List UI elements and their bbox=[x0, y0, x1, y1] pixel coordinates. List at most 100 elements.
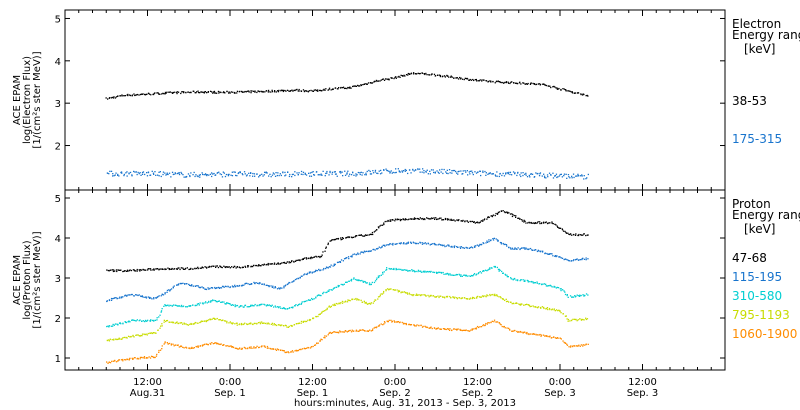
data-point bbox=[131, 94, 134, 96]
data-point bbox=[124, 294, 126, 296]
data-point bbox=[217, 90, 220, 93]
data-point bbox=[182, 323, 184, 325]
data-point bbox=[473, 221, 475, 223]
data-point bbox=[438, 243, 440, 245]
data-point bbox=[430, 326, 432, 328]
data-point bbox=[373, 248, 375, 251]
data-point bbox=[438, 218, 440, 220]
data-point bbox=[232, 91, 234, 93]
data-point bbox=[234, 171, 236, 173]
data-point bbox=[323, 291, 325, 293]
data-point bbox=[375, 80, 377, 83]
data-point bbox=[305, 174, 308, 176]
data-point bbox=[532, 82, 534, 85]
data-point bbox=[236, 266, 238, 268]
data-point bbox=[407, 270, 409, 272]
data-point bbox=[134, 357, 136, 359]
data-point bbox=[422, 271, 424, 273]
data-point bbox=[218, 92, 220, 94]
data-point bbox=[310, 271, 312, 273]
data-point bbox=[503, 82, 505, 84]
data-point bbox=[368, 283, 371, 286]
data-point bbox=[302, 173, 304, 176]
data-point bbox=[194, 285, 197, 287]
data-point bbox=[118, 337, 120, 339]
data-point bbox=[261, 264, 263, 266]
data-point bbox=[377, 226, 380, 228]
data-point bbox=[216, 343, 218, 345]
data-point bbox=[235, 305, 237, 307]
data-point bbox=[304, 173, 306, 175]
data-point bbox=[426, 270, 428, 273]
data-point bbox=[411, 218, 413, 220]
data-point bbox=[564, 291, 566, 293]
data-point bbox=[302, 171, 305, 173]
data-point bbox=[440, 295, 442, 297]
data-point bbox=[585, 257, 587, 259]
data-point bbox=[284, 308, 286, 310]
data-point bbox=[527, 280, 529, 282]
data-point bbox=[545, 285, 547, 287]
data-point bbox=[318, 174, 320, 176]
data-point bbox=[371, 82, 373, 84]
data-point bbox=[486, 241, 489, 243]
data-point bbox=[451, 329, 453, 332]
data-point bbox=[508, 171, 510, 174]
data-point bbox=[111, 360, 113, 362]
data-point bbox=[552, 255, 554, 257]
legend-entry: 1060-1900 bbox=[732, 327, 797, 341]
data-point bbox=[420, 324, 422, 326]
data-point bbox=[360, 84, 362, 86]
data-point bbox=[430, 218, 432, 220]
data-point bbox=[144, 93, 146, 96]
data-point bbox=[181, 322, 183, 324]
data-point bbox=[458, 274, 461, 276]
data-point bbox=[517, 279, 519, 281]
data-point bbox=[318, 268, 320, 271]
data-point bbox=[131, 174, 133, 176]
data-point bbox=[466, 275, 468, 277]
data-point bbox=[411, 294, 413, 296]
data-point bbox=[177, 267, 179, 269]
data-point bbox=[371, 231, 374, 234]
data-point bbox=[300, 303, 302, 305]
data-point bbox=[352, 298, 354, 300]
data-point bbox=[347, 86, 349, 89]
data-point bbox=[566, 343, 568, 345]
data-point bbox=[298, 303, 301, 305]
data-point bbox=[127, 335, 130, 337]
data-point bbox=[469, 173, 471, 175]
data-point bbox=[327, 243, 329, 246]
data-point bbox=[444, 76, 446, 78]
data-point bbox=[556, 286, 558, 289]
data-point bbox=[226, 302, 228, 304]
data-point bbox=[457, 78, 460, 80]
data-point bbox=[478, 222, 481, 224]
data-point bbox=[418, 73, 420, 75]
data-point bbox=[519, 280, 521, 282]
data-point bbox=[230, 91, 232, 93]
data-point bbox=[503, 243, 505, 246]
data-point bbox=[546, 252, 548, 255]
data-point bbox=[343, 87, 346, 90]
data-point bbox=[545, 335, 547, 337]
data-point bbox=[436, 170, 438, 172]
data-point bbox=[395, 269, 397, 271]
data-point bbox=[580, 93, 582, 96]
data-point bbox=[202, 302, 204, 304]
data-point bbox=[362, 251, 364, 253]
data-point bbox=[279, 349, 282, 351]
data-point bbox=[481, 79, 483, 81]
data-point bbox=[284, 171, 286, 174]
data-point bbox=[372, 302, 374, 304]
data-point bbox=[339, 261, 341, 263]
data-point bbox=[203, 91, 206, 93]
data-point bbox=[487, 322, 489, 324]
data-point bbox=[575, 258, 577, 261]
data-point bbox=[508, 301, 510, 303]
data-point bbox=[404, 323, 406, 325]
data-point bbox=[479, 170, 481, 172]
data-point bbox=[524, 279, 526, 281]
data-point bbox=[201, 345, 204, 347]
data-point bbox=[451, 172, 453, 174]
